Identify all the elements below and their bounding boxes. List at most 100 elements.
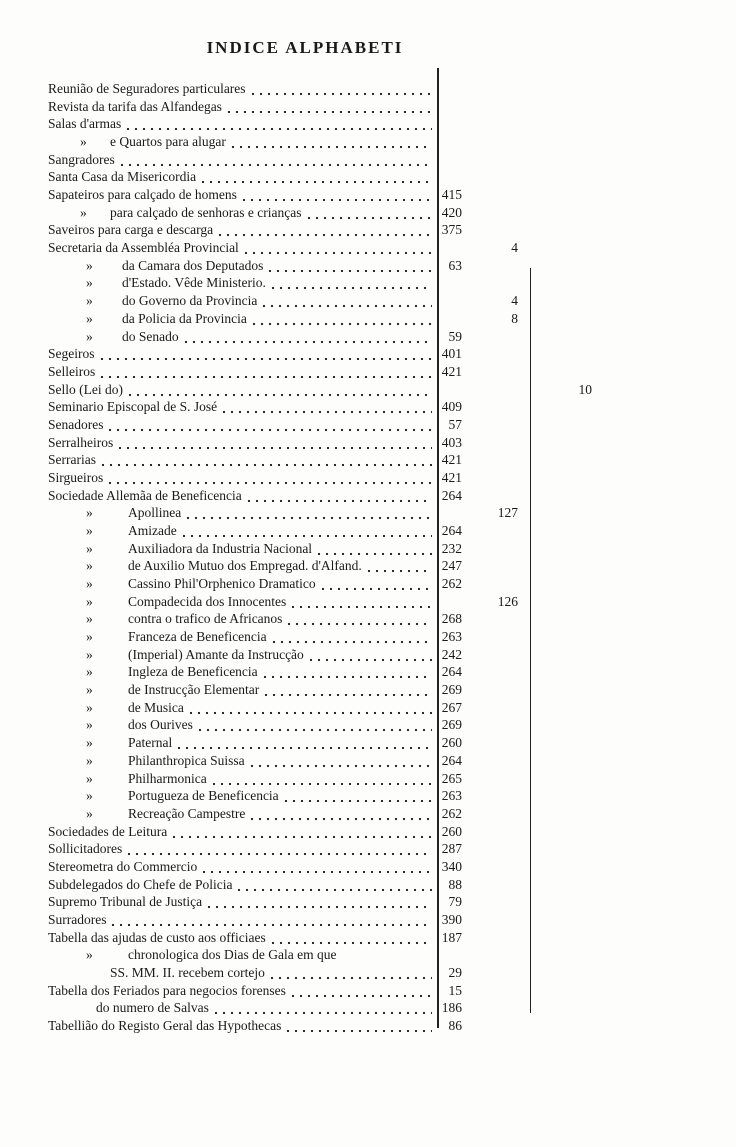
entry-text-wrap: contra o trafico de Africanos (128, 610, 432, 629)
entry-text: Compadecida dos Innocentes (128, 593, 287, 609)
dot-leader (288, 981, 432, 1000)
entry-text-wrap: Surradores (48, 910, 432, 929)
entry-text-wrap: Seminario Episcopal de S. José (48, 398, 432, 417)
entry-text: da Camara dos Deputados (122, 257, 264, 273)
entry-text-wrap: para calçado de senhoras e crianças (110, 203, 432, 222)
entry-text-wrap: Supremo Tribunal de Justiça (48, 893, 432, 912)
page-number: 375 (441, 222, 462, 238)
dot-leader (249, 309, 432, 328)
entry-text-wrap: Portugueza de Beneficencia (128, 787, 432, 806)
entry-text: d'Estado. Vêde Ministerio. (122, 275, 266, 291)
page-number: 4 (511, 293, 518, 309)
page-number: 269 (441, 682, 462, 698)
entry-text-wrap: Segeiros (48, 345, 432, 364)
dot-leader (205, 893, 432, 912)
index-entry: » Auxiliadora da Industria Nacional 232 (0, 539, 600, 558)
entry-text: Amizade (128, 523, 177, 538)
page-number: 287 (441, 841, 462, 857)
index-entry: Segeiros 401 (0, 345, 600, 364)
entry-marker: » (86, 947, 93, 963)
dot-leader (125, 840, 432, 859)
page-number: 340 (441, 858, 462, 874)
index-entry: Revista da tarifa das Alfandegas (0, 97, 600, 116)
dot-leader (97, 345, 432, 364)
index-entry: » Recreação Campestre 262 (0, 804, 600, 823)
dot-leader (244, 486, 432, 505)
entry-text-wrap: Serrarias (48, 451, 432, 470)
entry-text-wrap: de Auxilio Mutuo dos Empregad. d'Alfand. (128, 557, 432, 576)
dot-leader (260, 663, 432, 682)
page-number: 268 (441, 611, 462, 627)
entry-text: Salas d'armas (48, 116, 122, 132)
entry-text: Sirgueiros (48, 469, 104, 485)
index-entry: Tabella das ajudas de custo aos officiae… (0, 928, 600, 947)
entry-marker: » (86, 788, 93, 804)
entry-text: Sangradores (48, 151, 115, 167)
dot-leader (170, 822, 432, 841)
entry-marker: » (86, 611, 93, 627)
dot-leader (228, 133, 432, 152)
index-entry: » Apollinea 127 (0, 504, 600, 523)
entry-text: Sollicitadores (48, 841, 123, 857)
index-entry: » do Senado 59 (0, 327, 600, 346)
entry-text-wrap: Tabella dos Feriados para negocios foren… (48, 981, 432, 1000)
dot-leader (306, 645, 432, 664)
page-number: 242 (441, 646, 462, 662)
entry-marker: » (86, 558, 93, 574)
dot-leader (125, 380, 432, 399)
dot-leader (211, 999, 432, 1018)
entry-text-wrap: Sello (Lei do) (48, 380, 432, 399)
page-number: 415 (441, 187, 462, 203)
entry-text-wrap: (Imperial) Amante da Instrucção (128, 645, 432, 664)
entry-marker: » (86, 646, 93, 662)
dot-leader (284, 1017, 432, 1036)
title: INDICE ALPHABETI (206, 38, 404, 57)
entry-text: chronologica dos Dias de Gala em que (128, 947, 337, 963)
page-number: 420 (441, 204, 462, 220)
index-entry: » Ingleza de Beneficencia 264 (0, 663, 600, 682)
index-entry: Seminario Episcopal de S. José 409 (0, 398, 600, 417)
entry-text-wrap: Cassino Phil'Orphenico Dramatico (128, 575, 432, 594)
page-number: 263 (441, 788, 462, 804)
dot-leader (269, 628, 432, 647)
entry-text-wrap: Reunião de Seguradores particulares (48, 80, 432, 98)
entry-text-wrap: Sociedades de Leitura (48, 822, 432, 841)
page-number: 269 (441, 717, 462, 733)
index-entry: » chronologica dos Dias de Gala em que (0, 946, 600, 964)
entry-text: Ingleza de Beneficencia (128, 664, 258, 680)
page-number: 260 (441, 823, 462, 839)
index-entry: Senadores 57 (0, 415, 600, 434)
dot-leader (175, 734, 432, 753)
entry-text-wrap: de Instrucção Elementar (128, 681, 432, 700)
page-number: 126 (497, 593, 518, 609)
index-entry: » d'Estado. Vêde Ministerio. (0, 274, 600, 293)
entry-text: Surradores (48, 911, 107, 927)
entry-marker: » (86, 328, 93, 344)
entry-text-wrap: do numero de Salvas (96, 999, 432, 1018)
entry-text: Saveiros para carga e descarga (48, 222, 214, 238)
index-entry: Reunião de Seguradores particulares (0, 80, 600, 98)
entry-text-wrap: Compadecida dos Innocentes (128, 592, 432, 611)
index-entry: Sirgueiros 421 (0, 468, 600, 487)
index-entry: » contra o trafico de Africanos 268 (0, 610, 600, 629)
index-entry: Tabellião do Registo Geral das Hypotheca… (0, 1017, 600, 1036)
entry-text: Reunião de Seguradores particulares (48, 81, 246, 96)
index-entry: Supremo Tribunal de Justiça 79 (0, 893, 600, 912)
dot-leader (247, 751, 432, 770)
page-number: 409 (441, 399, 462, 415)
dot-leader (318, 575, 432, 594)
entry-text-wrap: Sapateiros para calçado de homens (48, 186, 432, 205)
entry-text: Cassino Phil'Orphenico Dramatico (128, 576, 316, 592)
dot-leader (117, 150, 432, 169)
page-number: 127 (497, 505, 518, 521)
entry-text-wrap: Recreação Campestre (128, 804, 432, 823)
page-number: 4 (511, 240, 518, 256)
entry-text-wrap: Salas d'armas (48, 115, 432, 134)
entry-marker: » (86, 717, 93, 733)
page-number: 264 (441, 523, 462, 538)
entry-text: Supremo Tribunal de Justiça (48, 894, 203, 910)
entry-text-wrap: da Policia da Provincia (122, 309, 432, 328)
page-number: 264 (441, 752, 462, 768)
page-number: 390 (441, 911, 462, 927)
